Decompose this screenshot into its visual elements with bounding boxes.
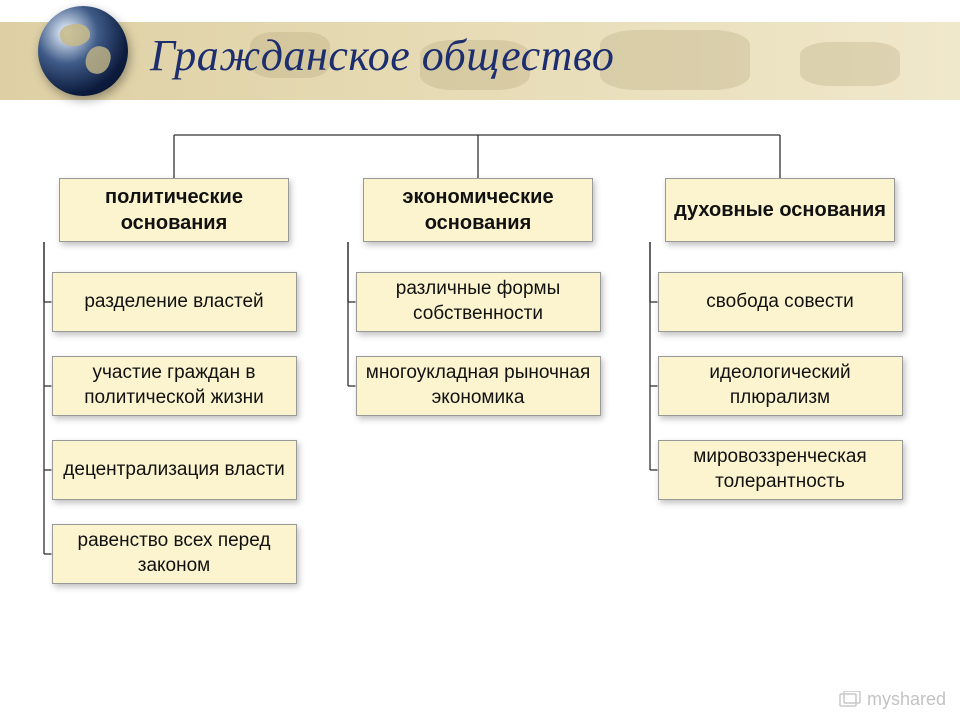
column-0-item-2: децентрализация власти: [52, 440, 297, 500]
column-0-item-0: разделение властей: [52, 272, 297, 332]
column-2-item-1: идеологический плюрализм: [658, 356, 903, 416]
column-head-0: политические основания: [59, 178, 289, 242]
column-1-item-0: различные формы собственности: [356, 272, 601, 332]
column-2-item-0: свобода совести: [658, 272, 903, 332]
column-head-1: экономические основания: [363, 178, 593, 242]
watermark: myshared: [839, 689, 946, 710]
page-title: Гражданское общество: [150, 30, 614, 81]
column-1-item-1: многоукладная рыночная экономика: [356, 356, 601, 416]
watermark-text: myshared: [867, 689, 946, 710]
globe-icon: [38, 6, 128, 96]
column-0-item-1: участие граждан в политической жизни: [52, 356, 297, 416]
column-head-2: духовные основания: [665, 178, 895, 242]
column-2-item-2: мировоззренческая толерантность: [658, 440, 903, 500]
column-0-item-3: равенство всех перед законом: [52, 524, 297, 584]
